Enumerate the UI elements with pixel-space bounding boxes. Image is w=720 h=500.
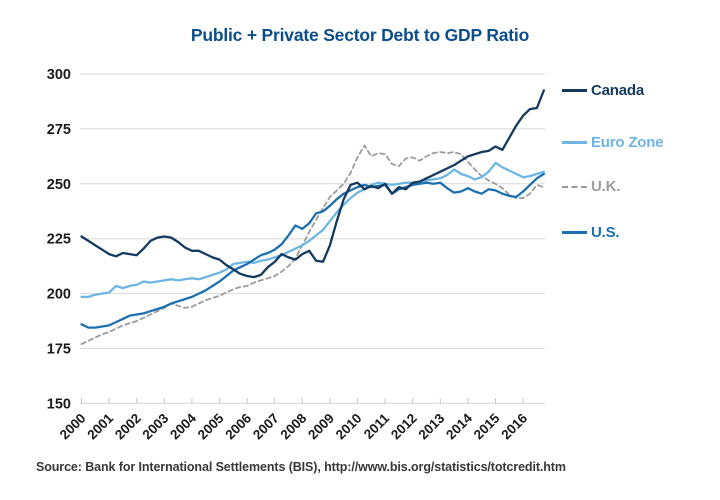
y-tick-label-225: 225 <box>47 232 71 248</box>
x-axis-ticks <box>81 398 524 404</box>
x-tick-label-2015: 2015 <box>471 410 503 442</box>
y-axis-labels: 150 175 200 225 250 275 300 <box>47 67 71 412</box>
source-citation: Source: Bank for International Settlemen… <box>36 460 566 474</box>
y-tick-label-175: 175 <box>47 342 71 358</box>
x-tick-label-2003: 2003 <box>140 410 172 442</box>
series-lines <box>80 89 545 346</box>
x-tick-label-2013: 2013 <box>416 410 448 442</box>
x-tick-label-2005: 2005 <box>195 410 227 442</box>
legend-item-u-s: U.S. <box>562 224 620 241</box>
series-line-u-k <box>80 144 545 346</box>
x-tick-label-2009: 2009 <box>305 411 337 443</box>
series-line-euro-zone <box>80 161 545 299</box>
series-line-canada <box>80 89 545 279</box>
legend-swatch-canada <box>562 89 587 92</box>
legend-swatch-euro-zone <box>562 141 587 144</box>
legend-label-u-k: U.K. <box>591 178 621 195</box>
x-tick-label-2008: 2008 <box>278 410 310 442</box>
x-axis-labels: 2000200120022003200420052006200720082009… <box>57 410 531 442</box>
x-tick-label-2004: 2004 <box>167 410 199 442</box>
series-line-u-s <box>80 172 545 329</box>
y-tick-label-150: 150 <box>47 396 71 412</box>
legend-swatch-u-k <box>562 185 587 188</box>
x-tick-label-2001: 2001 <box>84 410 116 442</box>
x-tick-label-2006: 2006 <box>222 410 254 442</box>
y-tick-label-300: 300 <box>47 67 71 83</box>
y-tick-label-200: 200 <box>47 287 71 303</box>
x-tick-label-2000: 2000 <box>57 411 89 443</box>
legend-item-canada: Canada <box>562 82 644 99</box>
x-tick-label-2007: 2007 <box>250 411 282 443</box>
legend-item-euro-zone: Euro Zone <box>562 134 664 151</box>
x-tick-label-2011: 2011 <box>361 410 393 442</box>
y-tick-label-250: 250 <box>47 177 71 193</box>
x-tick-label-2010: 2010 <box>333 411 365 443</box>
x-tick-label-2016: 2016 <box>498 410 530 442</box>
legend-label-euro-zone: Euro Zone <box>591 134 664 151</box>
chart-title: Public + Private Sector Debt to GDP Rati… <box>190 25 530 45</box>
legend-label-canada: Canada <box>591 82 644 99</box>
x-tick-label-2014: 2014 <box>443 410 475 442</box>
x-tick-label-2012: 2012 <box>388 411 420 443</box>
legend-label-u-s: U.S. <box>591 224 620 241</box>
x-tick-label-2002: 2002 <box>112 411 144 443</box>
legend-swatch-u-s <box>562 231 587 234</box>
legend-item-u-k: U.K. <box>562 178 620 195</box>
y-tick-label-275: 275 <box>47 122 71 138</box>
